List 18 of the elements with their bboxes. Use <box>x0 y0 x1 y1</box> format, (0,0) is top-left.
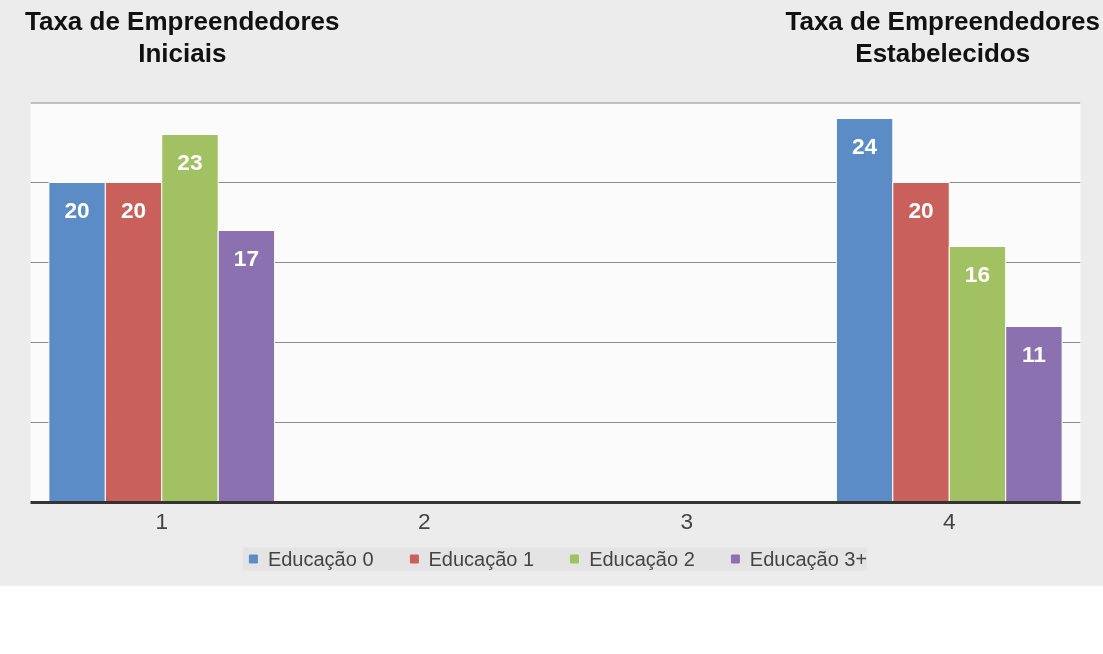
data-label: 17 <box>233 244 260 271</box>
annotation: Taxa de Empreendedores Iniciais <box>25 5 340 69</box>
data-label: 24 <box>851 132 878 159</box>
x-tick-label: 1 <box>155 507 169 534</box>
data-label: 16 <box>964 260 991 287</box>
annotation: Taxa de Empreendedores Estabelecidos <box>785 5 1100 69</box>
data-label: 23 <box>177 148 203 175</box>
x-tick-label: 2 <box>417 507 431 534</box>
legend-label: Educação 2 <box>589 547 695 570</box>
legend-label: Educação 1 <box>428 547 535 570</box>
data-label: 20 <box>64 196 90 223</box>
x-tick-label: 3 <box>680 507 694 534</box>
data-label: 11 <box>1021 340 1046 367</box>
x-tick-label: 4 <box>942 507 956 534</box>
data-label: 20 <box>120 196 147 223</box>
legend-label: Educação 3+ <box>749 547 868 570</box>
data-label: 20 <box>908 196 934 223</box>
legend-label: Educação 0 <box>267 547 374 570</box>
